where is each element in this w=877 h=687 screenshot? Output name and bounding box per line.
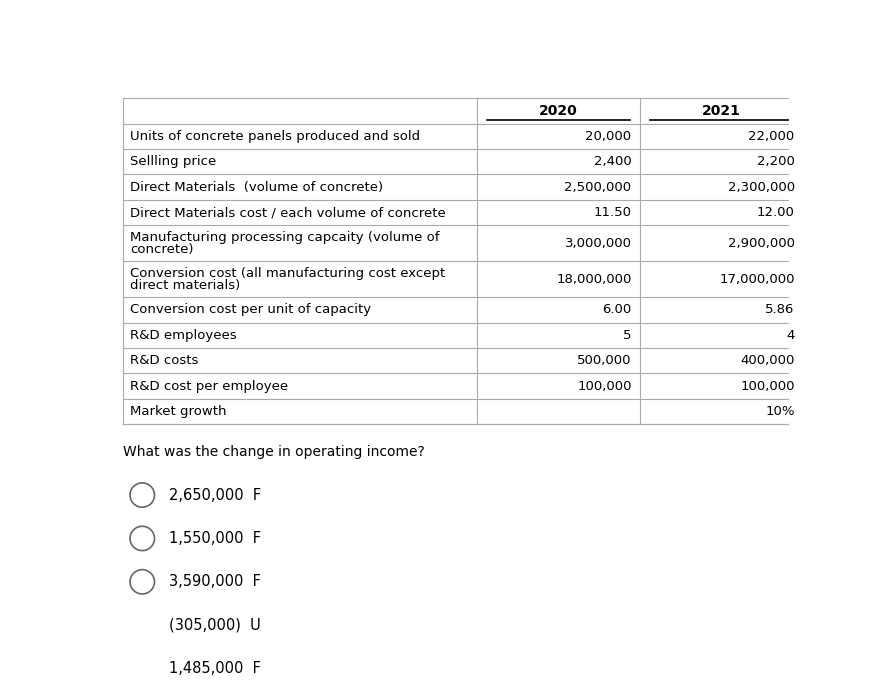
Text: R&D costs: R&D costs [130,354,198,367]
Text: direct materials): direct materials) [130,278,240,291]
Text: 5: 5 [624,329,631,342]
Text: 2021: 2021 [702,104,741,118]
Text: 100,000: 100,000 [740,380,795,392]
Text: 2020: 2020 [538,104,578,118]
Text: 2,650,000  F: 2,650,000 F [169,488,261,503]
Text: 3,000,000: 3,000,000 [565,237,631,250]
Text: 400,000: 400,000 [740,354,795,367]
Text: 2,900,000: 2,900,000 [728,237,795,250]
Text: Conversion cost per unit of capacity: Conversion cost per unit of capacity [130,304,371,317]
Text: 10%: 10% [766,405,795,418]
Text: 6.00: 6.00 [602,304,631,317]
Text: 3,590,000  F: 3,590,000 F [169,574,261,589]
Text: 20,000: 20,000 [586,130,631,143]
Text: Manufacturing processing capcaity (volume of: Manufacturing processing capcaity (volum… [130,231,439,244]
Text: 11.50: 11.50 [594,206,631,219]
Text: Conversion cost (all manufacturing cost except: Conversion cost (all manufacturing cost … [130,267,446,280]
Text: 500,000: 500,000 [577,354,631,367]
Text: Direct Materials cost / each volume of concrete: Direct Materials cost / each volume of c… [130,206,446,219]
Text: 2,200: 2,200 [757,155,795,168]
Text: Sellling price: Sellling price [130,155,217,168]
Text: R&D cost per employee: R&D cost per employee [130,380,289,392]
Text: 18,000,000: 18,000,000 [556,273,631,286]
Text: 4: 4 [787,329,795,342]
Text: (305,000)  U: (305,000) U [169,618,261,633]
Text: Direct Materials  (volume of concrete): Direct Materials (volume of concrete) [130,181,383,194]
Text: 2,300,000: 2,300,000 [728,181,795,194]
Text: concrete): concrete) [130,243,194,256]
Text: 2,400: 2,400 [594,155,631,168]
Text: 2,500,000: 2,500,000 [565,181,631,194]
Text: Market growth: Market growth [130,405,226,418]
Text: What was the change in operating income?: What was the change in operating income? [123,444,425,459]
Text: Units of concrete panels produced and sold: Units of concrete panels produced and so… [130,130,420,143]
Text: 1,550,000  F: 1,550,000 F [169,531,261,546]
Text: 22,000: 22,000 [748,130,795,143]
Text: 5.86: 5.86 [766,304,795,317]
Text: R&D employees: R&D employees [130,329,237,342]
Text: 100,000: 100,000 [577,380,631,392]
Text: 1,485,000  F: 1,485,000 F [169,661,261,676]
Text: 12.00: 12.00 [757,206,795,219]
Text: 17,000,000: 17,000,000 [719,273,795,286]
